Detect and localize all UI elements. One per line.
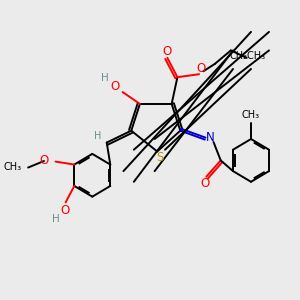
Text: O: O bbox=[196, 62, 205, 75]
Text: H: H bbox=[94, 131, 101, 141]
Text: S: S bbox=[156, 151, 163, 164]
Text: O: O bbox=[200, 177, 209, 190]
Text: N: N bbox=[206, 131, 214, 144]
Text: CH₃: CH₃ bbox=[4, 162, 22, 172]
Text: O: O bbox=[163, 45, 172, 58]
Text: CH₂CH₃: CH₂CH₃ bbox=[230, 51, 266, 62]
Text: O: O bbox=[39, 154, 48, 167]
Text: CH₃: CH₃ bbox=[242, 110, 260, 120]
Text: H: H bbox=[52, 214, 59, 224]
Text: O: O bbox=[110, 80, 119, 93]
Text: H: H bbox=[101, 73, 109, 83]
Text: O: O bbox=[60, 204, 70, 217]
